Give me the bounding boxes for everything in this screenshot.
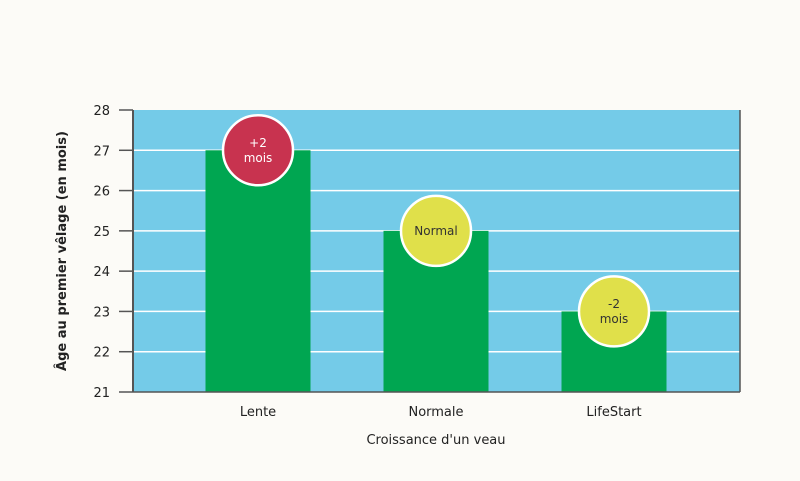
x-tick-label: LifeStart xyxy=(586,405,641,420)
y-tick-label: 24 xyxy=(93,265,110,280)
annotation-text: mois xyxy=(244,151,273,165)
annotation-text: Normal xyxy=(414,224,457,238)
y-tick-label: 28 xyxy=(93,104,110,119)
annotation-text: +2 xyxy=(249,136,267,150)
y-axis-label: Âge au premier vêlage (en mois) xyxy=(54,131,70,371)
x-tick-label: Lente xyxy=(240,405,276,420)
bar-lente xyxy=(205,150,311,392)
annotation-bubble xyxy=(399,194,473,268)
annotation-bubble xyxy=(577,275,651,348)
y-tick-label: 22 xyxy=(93,346,110,361)
y-tick-label: 23 xyxy=(93,305,110,320)
annotation-text: mois xyxy=(600,312,629,326)
y-tick-label: 25 xyxy=(93,225,110,240)
y-tick-label: 21 xyxy=(93,386,110,401)
annotation-bubble xyxy=(221,114,295,187)
y-tick-label: 27 xyxy=(93,144,110,159)
annotation-text: -2 xyxy=(608,297,620,311)
y-tick-label: 26 xyxy=(93,185,110,200)
x-axis-label: Croissance d'un veau xyxy=(366,433,505,448)
x-tick-label: Normale xyxy=(408,405,463,420)
